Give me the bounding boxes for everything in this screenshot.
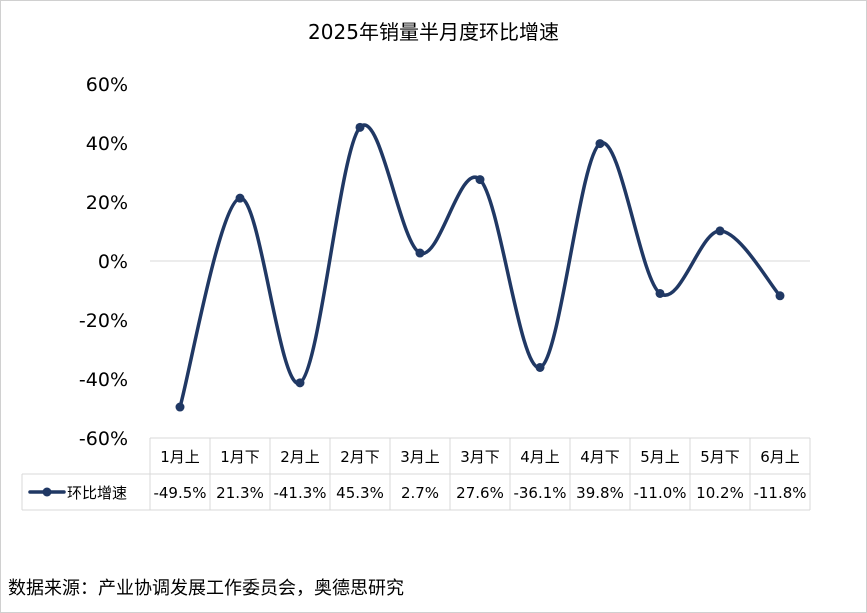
x-tick-label: 2月上: [280, 448, 320, 466]
data-label: 10.2%: [696, 484, 744, 502]
y-tick-label: -40%: [79, 369, 128, 391]
x-tick-label: 6月上: [760, 448, 800, 466]
data-label: 45.3%: [336, 484, 384, 502]
data-label: -49.5%: [153, 484, 206, 502]
x-tick-label: 2月下: [340, 448, 380, 466]
data-label: -36.1%: [513, 484, 566, 502]
data-point: [475, 175, 485, 185]
data-label: 21.3%: [216, 484, 264, 502]
legend-marker: [42, 487, 52, 497]
x-tick-label: 1月上: [160, 448, 200, 466]
data-label: -11.0%: [633, 484, 686, 502]
x-tick-label: 5月下: [700, 448, 740, 466]
y-tick-label: 20%: [86, 192, 128, 214]
data-point: [595, 139, 605, 149]
legend-label: 环比增速: [67, 484, 127, 502]
x-tick-label: 5月上: [640, 448, 680, 466]
data-label: -41.3%: [273, 484, 326, 502]
x-tick-label: 3月下: [460, 448, 500, 466]
y-tick-label: -60%: [79, 428, 128, 450]
series-line: [178, 123, 782, 409]
data-point: [175, 402, 185, 412]
data-point: [655, 288, 665, 298]
data-point: [415, 248, 425, 258]
chart-title: 2025年销量半月度环比增速: [308, 20, 559, 44]
x-tick-label: 4月下: [580, 448, 620, 466]
x-tick-label: 3月上: [400, 448, 440, 466]
y-tick-label: -20%: [79, 310, 128, 332]
x-tick-label: 4月上: [520, 448, 560, 466]
data-label: -11.8%: [753, 484, 806, 502]
data-point: [235, 193, 245, 203]
data-point: [775, 291, 785, 301]
data-point: [295, 378, 305, 388]
data-label: 39.8%: [576, 484, 624, 502]
y-tick-label: 60%: [86, 74, 128, 96]
source-note: 数据来源：产业协调发展工作委员会，奥德思研究: [8, 578, 404, 599]
data-point: [355, 122, 365, 132]
data-point: [715, 226, 725, 236]
x-tick-label: 1月下: [220, 448, 260, 466]
y-tick-label: 40%: [86, 133, 128, 155]
y-tick-label: 0%: [98, 251, 128, 273]
data-label: 2.7%: [401, 484, 439, 502]
data-label: 27.6%: [456, 484, 504, 502]
data-point: [535, 362, 545, 372]
